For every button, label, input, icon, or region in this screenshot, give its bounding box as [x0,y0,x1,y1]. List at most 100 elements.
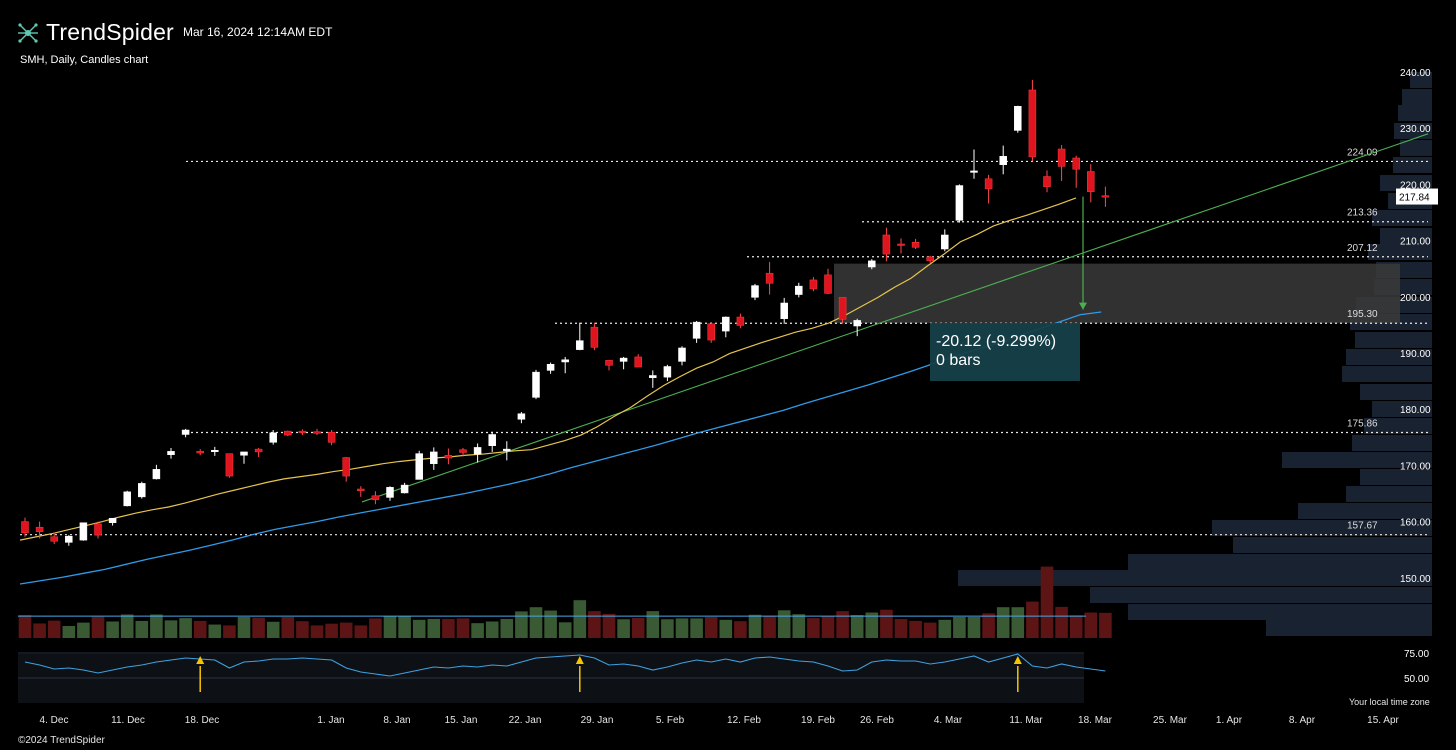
candle-body [254,448,263,453]
measure-arrow-icon [1079,302,1087,310]
candle-body [108,517,117,523]
x-tick-label: 8. Jan [383,715,410,726]
candle-body [649,375,657,378]
candle-body [532,371,540,398]
candle-body [707,323,715,341]
candle-body [21,521,29,534]
volume-profile-bar [1128,604,1432,620]
volume-bar [339,622,353,638]
volume-bar [1026,601,1039,638]
volume-profile-bar [1410,72,1432,88]
volume-bar [1099,612,1112,638]
volume-bar [821,616,835,638]
candle-body [123,491,131,507]
rsi-line [24,653,1106,677]
candle-body [634,356,642,368]
volume-bar [266,621,280,638]
price-tick-label: 160.00 [1400,518,1431,529]
candle-body [400,484,409,494]
level-label: 195.30 [1347,309,1378,320]
price-tick-label: 210.00 [1400,237,1431,248]
volume-bar [836,611,849,638]
volume-bar [325,623,338,638]
volume-bar [1055,606,1068,638]
volume-bar [734,621,747,638]
volume-bar [850,615,864,638]
candle-body [619,357,628,362]
candle-body [1072,157,1080,170]
volume-profile-bar [1298,503,1432,519]
candle-body [853,320,861,327]
candle-body [605,360,613,366]
volume-profile-bar [1342,366,1432,382]
candle-body [1057,148,1066,167]
volume-profile-bar [1400,140,1432,156]
volume-profile-bar [958,570,1432,586]
volume-bar [1069,615,1083,638]
candle-body [503,448,511,452]
volume-bar [427,618,441,638]
candle-body [94,523,102,536]
x-tick-label: 4. Dec [40,715,69,726]
volume-bar [880,609,893,638]
candle-body [1101,195,1110,198]
volume-profile-bar [1355,332,1432,348]
candle-body [517,413,526,420]
sma-fast-line [19,197,1077,541]
volume-bar [938,619,952,638]
volume-bar [588,611,601,638]
volume-bar [617,619,630,638]
x-tick-label: 19. Feb [801,715,835,726]
volume-bar [909,620,922,638]
volume-bar [1040,566,1054,638]
candle-body [1028,89,1037,158]
candle-body [284,430,292,436]
candle-body [152,469,161,480]
spider-icon [18,22,38,43]
volume-bar [777,610,791,638]
x-tick-label: 11. Mar [1009,715,1043,726]
candle-body [196,451,204,454]
volume-bar [296,621,309,638]
volume-bar [281,617,295,638]
candle-body [926,256,934,262]
level-label: 157.67 [1347,521,1378,532]
volume-bar [18,615,32,638]
volume-bar [193,620,207,638]
rsi-tick-label: 75.00 [1404,649,1429,660]
candle-body [138,483,146,498]
volume-bar [47,620,61,638]
candle-body [79,522,88,541]
candle-body [984,178,993,190]
x-tick-label: 12. Feb [727,715,761,726]
chart-header: TrendSpider Mar 16, 2024 12:14AM EDT SMH… [0,0,1456,70]
volume-bar [369,618,382,638]
rsi-tick-label: 50.00 [1404,674,1429,685]
price-tick-label: 240.00 [1400,68,1431,79]
volume-bar [1084,612,1098,638]
volume-bar [982,613,995,638]
price-tick-label: 170.00 [1400,461,1431,472]
candle-body [561,359,569,363]
volume-bar [675,618,689,638]
volume-profile-bar [1402,89,1432,105]
volume-bar [719,619,733,638]
volume-bar [792,614,806,638]
price-tick-label: 180.00 [1400,405,1431,416]
candle-body [35,526,44,532]
volume-profile-bar [1393,157,1432,173]
x-tick-label: 1. Jan [317,715,344,726]
volume-bar [690,618,703,638]
volume-profile-bar [1352,435,1432,451]
candle-body [999,156,1007,165]
price-zone [834,263,1400,324]
volume-profile-bar [1128,554,1432,570]
candle-body [473,447,482,455]
volume-profile-bar [1364,418,1432,434]
volume-bar [91,616,105,638]
volume-profile-bar [1212,520,1432,536]
candle-body [751,285,759,298]
rsi-signal-arrow-icon [575,656,584,664]
volume-profile-bar [1346,486,1432,502]
